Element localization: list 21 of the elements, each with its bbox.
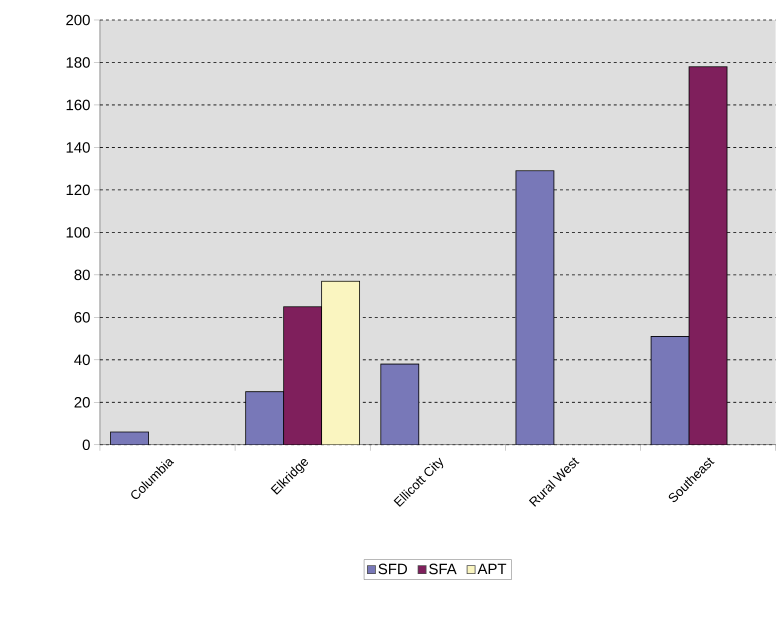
y-tick-label: 20 [74, 397, 90, 408]
y-tick-label: 160 [66, 100, 90, 110]
bar [516, 170, 554, 445]
bar [110, 432, 149, 445]
y-tick-label: 180 [66, 57, 90, 68]
y-tick-label: 40 [74, 354, 90, 366]
bar [245, 391, 284, 445]
bar [380, 364, 420, 445]
legend-label: SFD [378, 564, 407, 574]
y-tick-label: 100 [66, 227, 90, 238]
y-tick-label: 120 [66, 184, 90, 196]
y-tick-label: 200 [66, 14, 90, 26]
legend-label: SFA [429, 564, 457, 574]
y-tick-label: 0 [82, 440, 90, 450]
y-tick-label: 140 [66, 142, 90, 153]
y-tick-label: 80 [74, 270, 90, 280]
bar [650, 336, 690, 445]
bar [283, 306, 322, 445]
y-tick-label: 60 [74, 312, 90, 323]
bar [688, 66, 728, 445]
legend-label: APT [478, 564, 506, 574]
